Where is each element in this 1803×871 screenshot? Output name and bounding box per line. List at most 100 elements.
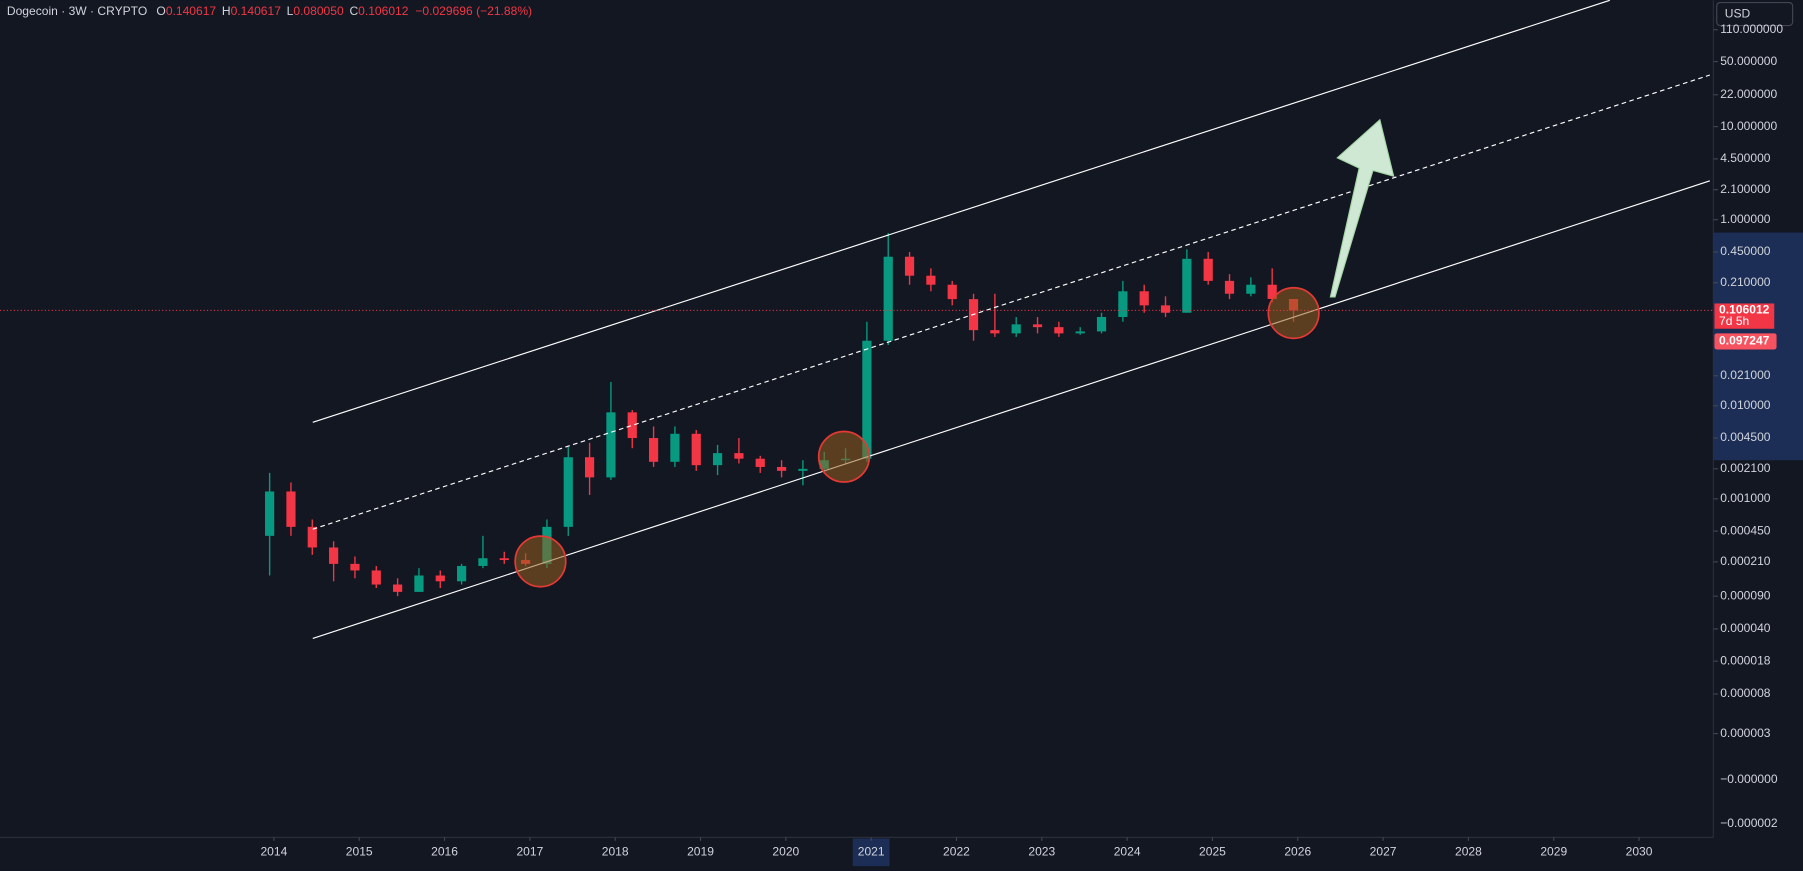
price-tag-countdown: 7d 5h [1719, 314, 1749, 328]
y-tick-label: 0.004500 [1720, 430, 1771, 444]
candle-body [606, 412, 616, 478]
y-tick-label: 0.000018 [1720, 653, 1771, 667]
candle-body [627, 412, 637, 439]
candle-body [670, 433, 680, 462]
x-tick-label: 2023 [1028, 845, 1055, 859]
y-tick-label: 0.450000 [1720, 244, 1771, 258]
candle-body [350, 563, 360, 571]
x-tick-label: 2015 [346, 845, 373, 859]
change: −0.029696 (−21.88%) [415, 4, 532, 18]
y-tick-label: 22.000000 [1720, 87, 1777, 101]
candle-body [584, 457, 595, 478]
candle-body [1182, 258, 1192, 313]
ohlc-key: L [287, 4, 294, 18]
y-tick-label: 0.000008 [1720, 686, 1771, 700]
x-tick-label: 2022 [943, 845, 970, 859]
candle-body [563, 457, 573, 527]
candle-body [776, 466, 787, 471]
ohlc-key: C [349, 4, 358, 18]
x-tick-label: 2028 [1455, 845, 1482, 859]
symbol: Dogecoin · 3W · CRYPTO [7, 4, 147, 18]
x-tick-label: 2026 [1284, 845, 1311, 859]
candle-body [1054, 327, 1064, 334]
y-tick-label: 0.010000 [1720, 398, 1771, 412]
candle-body [478, 558, 488, 566]
price-tag-label: 0.097247 [1719, 334, 1770, 348]
candle-body [435, 575, 445, 582]
candle-body [691, 433, 701, 466]
candle-body [926, 275, 936, 285]
currency-label[interactable]: USD [1725, 6, 1751, 20]
candle-body [1139, 291, 1149, 306]
channel-middle [312, 74, 1711, 530]
y-tick-label: 0.000450 [1720, 523, 1771, 537]
x-tick-label: 2020 [772, 845, 799, 859]
candle-body [499, 558, 509, 561]
price-tag [1714, 333, 1777, 350]
candle-body [371, 570, 381, 585]
candle-body [904, 256, 915, 276]
x-tick-label: 2025 [1199, 845, 1226, 859]
up-arrow [1329, 118, 1395, 298]
candle-body [990, 330, 1000, 334]
y-tick-label: 0.001000 [1720, 491, 1771, 505]
y-tick-label: 110.000000 [1720, 22, 1783, 36]
candle-body [393, 584, 403, 592]
x-tick-label: 2014 [260, 845, 287, 859]
candle-body [1032, 324, 1043, 328]
ohlc-value: 0.140617 [231, 4, 282, 18]
ohlc-key: H [222, 4, 231, 18]
x-tick-label: 2021 [858, 845, 885, 859]
candle-body [265, 491, 275, 536]
highlight-circle [817, 430, 871, 483]
y-tick-label: −0.000002 [1720, 816, 1778, 830]
x-tick-highlight [852, 838, 890, 867]
candle-body [862, 340, 872, 459]
ohlc-value: 0.080050 [293, 4, 344, 18]
candle-body [1118, 291, 1128, 317]
price-tag-label: 0.106012 [1719, 303, 1770, 317]
candle-body [883, 256, 893, 341]
highlight-circle [1267, 286, 1320, 340]
x-tick-label: 2029 [1540, 845, 1567, 859]
candle-body [1246, 284, 1256, 294]
candle-body [755, 458, 765, 467]
highlight-circle [514, 535, 567, 588]
y-tick-label: 10.000000 [1720, 119, 1777, 133]
y-tick-label: 0.000040 [1720, 621, 1771, 635]
candle-body [1203, 258, 1213, 281]
candle-body [1096, 316, 1107, 332]
x-tick-label: 2018 [602, 845, 629, 859]
currency-button[interactable] [1716, 1, 1794, 27]
candle-body [648, 438, 659, 462]
candle-body [457, 565, 467, 582]
x-tick-label: 2017 [516, 845, 543, 859]
candle-body [712, 453, 723, 466]
y-tick-label: 50.000000 [1720, 54, 1777, 68]
y-tick-label: 1.000000 [1720, 212, 1771, 226]
ohlc-key: O [156, 4, 165, 18]
price-tag [1714, 303, 1775, 329]
header: Dogecoin · 3W · CRYPTO O0.140617 H0.140617… [7, 4, 532, 18]
y-tick-label: 0.000210 [1720, 554, 1771, 568]
ohlc-value: 0.140617 [166, 4, 217, 18]
y-tick-label: 4.500000 [1720, 151, 1771, 165]
candle-body [734, 453, 744, 459]
x-tick-label: 2016 [431, 845, 458, 859]
x-tick-label: 2030 [1626, 845, 1653, 859]
candle-body [286, 491, 296, 527]
candle-body [1075, 331, 1085, 334]
candle-body [947, 284, 957, 300]
channel-upper [312, 0, 1610, 423]
y-tick-label: 0.210000 [1720, 275, 1771, 289]
x-tick-label: 2019 [687, 845, 714, 859]
y-tick-label: −0.000000 [1720, 772, 1778, 786]
ohlc-value: 0.106012 [358, 4, 409, 18]
candle-body [798, 468, 808, 471]
candle-body [1160, 305, 1171, 313]
y-tick-label: 0.000003 [1720, 726, 1771, 740]
